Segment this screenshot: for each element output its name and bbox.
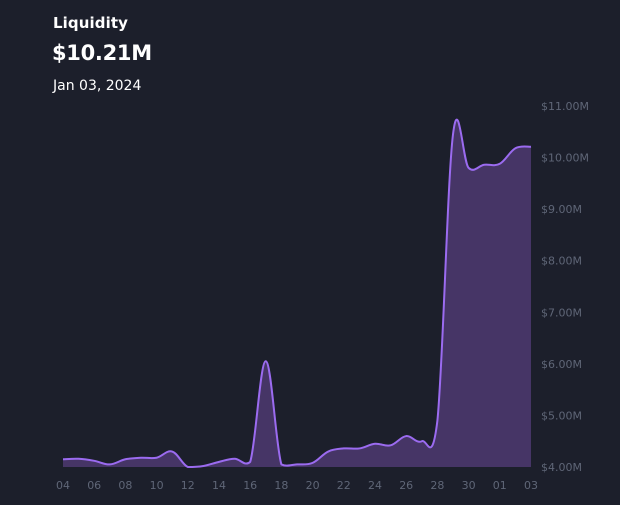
y-tick-label: $7.00M: [541, 306, 582, 319]
data-point-dec-09[interactable]: [138, 455, 144, 461]
chart-title: Liquidity: [53, 14, 128, 32]
y-tick-label: $9.00M: [541, 203, 582, 216]
x-tick-label: 14: [212, 479, 226, 492]
data-point-dec-15[interactable]: [232, 456, 238, 462]
plot-layer: [60, 118, 534, 470]
x-tick-label: 24: [368, 479, 382, 492]
x-tick-label: 03: [524, 479, 538, 492]
data-point-dec-20[interactable]: [310, 460, 316, 466]
data-point-jan-03[interactable]: [528, 144, 534, 150]
data-point-dec-25[interactable]: [388, 442, 394, 448]
x-tick-label: 16: [243, 479, 257, 492]
data-point-dec-18[interactable]: [278, 461, 284, 467]
data-point-dec-31[interactable]: [481, 162, 487, 168]
x-tick-label: 26: [399, 479, 413, 492]
x-tick-label: 22: [337, 479, 351, 492]
x-tick-label: 08: [118, 479, 132, 492]
liquidity-area-fill: [63, 119, 531, 467]
y-axis-ticks: $4.00M $5.00M $6.00M $7.00M $8.00M $9.00M $10.…: [541, 100, 589, 474]
data-point-dec-08[interactable]: [122, 456, 128, 462]
x-tick-label: 06: [87, 479, 101, 492]
x-tick-label: 12: [181, 479, 195, 492]
data-point-dec-23[interactable]: [356, 445, 362, 451]
data-point-dec-22[interactable]: [341, 445, 347, 451]
x-tick-label: 04: [56, 479, 70, 492]
y-tick-label: $5.00M: [541, 409, 582, 422]
data-point-dec-28[interactable]: [434, 418, 440, 424]
y-tick-label: $4.00M: [541, 461, 582, 474]
data-point-dec-26[interactable]: [403, 433, 409, 439]
data-point-dec-19[interactable]: [294, 461, 300, 467]
data-point-dec-12[interactable]: [185, 464, 191, 470]
data-point-dec-05[interactable]: [76, 456, 82, 462]
data-point-dec-07[interactable]: [107, 461, 113, 467]
data-point-dec-30[interactable]: [466, 165, 472, 171]
data-point-dec-21[interactable]: [325, 449, 331, 455]
y-tick-label: $10.00M: [541, 152, 589, 165]
x-tick-label: 20: [306, 479, 320, 492]
x-tick-label: 30: [462, 479, 476, 492]
current-value: $10.21M: [52, 41, 152, 65]
data-point-dec-27[interactable]: [419, 438, 425, 444]
data-point-dec-14[interactable]: [216, 459, 222, 465]
data-point-dec-24[interactable]: [372, 441, 378, 447]
x-tick-label: 18: [274, 479, 288, 492]
y-tick-label: $8.00M: [541, 255, 582, 268]
data-point-dec-16[interactable]: [247, 459, 253, 465]
data-point-dec-13[interactable]: [200, 463, 206, 469]
data-point-jan-01[interactable]: [497, 161, 503, 167]
x-tick-label: 28: [430, 479, 444, 492]
liquidity-line: [62, 118, 532, 468]
x-tick-label: 01: [493, 479, 507, 492]
data-point-dec-06[interactable]: [91, 458, 97, 464]
current-date: Jan 03, 2024: [53, 78, 142, 94]
data-point-dec-29[interactable]: [450, 131, 456, 137]
x-axis-ticks: 04 06 08 10 12 14 16 18 20 22 24 26 28 30 01 03: [56, 479, 538, 492]
data-point-dec-04[interactable]: [60, 456, 66, 462]
data-point-jan-02[interactable]: [512, 145, 518, 151]
y-tick-label: $6.00M: [541, 358, 582, 371]
y-tick-label: $11.00M: [541, 100, 589, 113]
x-tick-label: 10: [150, 479, 164, 492]
data-point-dec-11[interactable]: [169, 449, 175, 455]
data-point-dec-10[interactable]: [154, 455, 160, 461]
data-point-dec-17[interactable]: [263, 358, 269, 364]
